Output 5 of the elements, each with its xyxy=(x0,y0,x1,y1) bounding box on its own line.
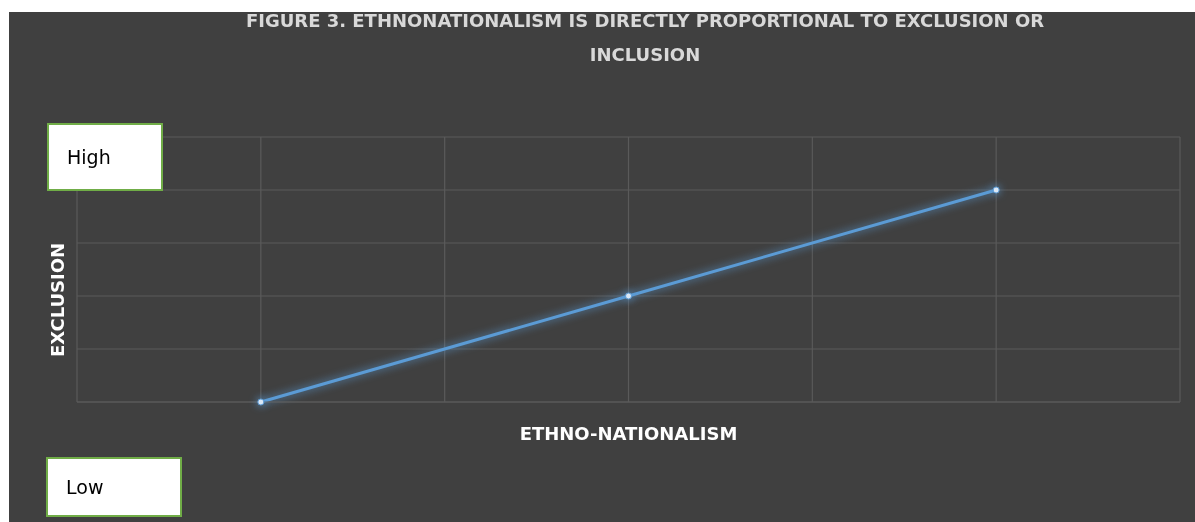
text: High xyxy=(47,123,163,191)
chart-title: FIGURE 3. ETHNONATIONALISM IS DIRECTLY PROPORTIONAL TO EXCLUSION OR INCLUSION xyxy=(244,9,1046,67)
x-axis-title: ETHNO-NATIONALISM xyxy=(519,423,738,444)
text: Low xyxy=(46,457,182,517)
y-axis-title: EXCLUSION xyxy=(46,242,68,358)
